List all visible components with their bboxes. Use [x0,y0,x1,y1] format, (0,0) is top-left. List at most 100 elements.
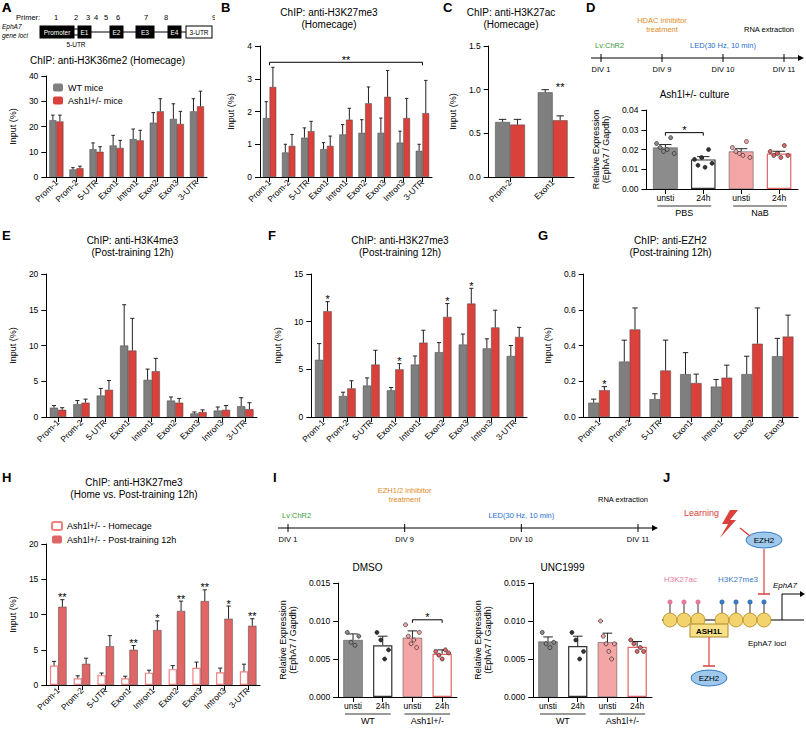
svg-text:Prom-1: Prom-1 [576,417,603,444]
svg-text:Prom-1: Prom-1 [35,685,62,712]
svg-text:Intron3: Intron3 [200,417,226,443]
svg-text:unsti: unsti [732,193,750,203]
svg-text:(Post-training 12h): (Post-training 12h) [359,247,441,258]
svg-text:DIV 10: DIV 10 [510,535,533,544]
svg-text:3: 3 [247,74,252,84]
svg-text:unsti: unsti [598,701,616,711]
svg-text:Exon2: Exon2 [156,685,180,709]
svg-text:Exon2: Exon2 [345,177,369,201]
svg-text:NaB: NaB [751,208,769,218]
svg-text:Ash1l+/-: Ash1l+/- [606,716,639,726]
svg-text:LED(30 Hz, 10 min): LED(30 Hz, 10 min) [488,511,554,520]
svg-text:0.0: 0.0 [469,172,481,182]
svg-text:Ash1l+/- - Homecage: Ash1l+/- - Homecage [67,521,152,531]
svg-text:5-UTR: 5-UTR [287,177,312,202]
svg-text:24h: 24h [435,701,449,711]
svg-text:(Post-training 12h): (Post-training 12h) [629,247,711,258]
svg-text:Exon3: Exon3 [156,177,180,201]
svg-text:*: * [397,355,402,367]
svg-text:4: 4 [94,13,98,22]
svg-text:treatment: treatment [646,25,679,34]
svg-text:3-UTR: 3-UTR [227,685,252,710]
svg-text:1.0: 1.0 [469,85,481,95]
svg-text:5-UTR: 5-UTR [350,417,375,442]
svg-text:ASH1L: ASH1L [696,627,722,636]
svg-text:WT: WT [361,716,375,726]
svg-text:EphA7: EphA7 [2,23,22,31]
svg-text:2: 2 [247,107,252,117]
svg-text:24h: 24h [630,701,644,711]
svg-text:ChIP: anti-H3K36me2 (Homecage): ChIP: anti-H3K36me2 (Homecage) [30,55,185,66]
svg-text:WT mice: WT mice [68,83,103,93]
svg-text:0: 0 [299,412,304,422]
svg-text:10: 10 [29,610,39,620]
svg-text:Lv:ChR2: Lv:ChR2 [595,41,624,50]
svg-text:0.02: 0.02 [622,145,639,155]
svg-text:E1: E1 [81,29,89,36]
svg-text:**: ** [342,54,351,66]
svg-text:Prom-2: Prom-2 [265,177,292,204]
svg-text:(Homecage): (Homecage) [301,19,356,30]
svg-text:Input (%): Input (%) [226,93,236,130]
svg-text:WT: WT [556,716,570,726]
svg-text:*: * [469,280,474,292]
svg-text:10: 10 [29,341,39,351]
svg-text:unsti: unsti [539,701,557,711]
svg-text:EphA7 loci: EphA7 loci [748,639,786,648]
svg-text:0.000: 0.000 [309,692,331,702]
svg-text:EZH2: EZH2 [699,674,720,683]
svg-text:LED(30 Hz, 10 min): LED(30 Hz, 10 min) [690,41,756,50]
svg-text:Prom-2: Prom-2 [58,417,85,444]
svg-text:5: 5 [299,364,304,374]
svg-text:*: * [682,124,687,136]
svg-text:1.5: 1.5 [469,41,481,51]
svg-text:Prom-2: Prom-2 [606,417,633,444]
svg-text:Promoter: Promoter [44,29,72,36]
svg-text:RNA extraction: RNA extraction [744,25,794,34]
svg-text:24h: 24h [772,193,786,203]
svg-text:unsti: unsti [403,701,421,711]
svg-text:PBS: PBS [675,208,693,218]
svg-text:24h: 24h [571,701,585,711]
svg-text:0.8: 0.8 [564,269,576,279]
svg-text:gene loci: gene loci [2,32,29,40]
svg-text:(EphA7 / Gapdh): (EphA7 / Gapdh) [483,606,493,674]
svg-text:0.010: 0.010 [504,616,526,626]
svg-text:Prom-2: Prom-2 [59,685,86,712]
svg-text:24h: 24h [696,193,710,203]
svg-text:20: 20 [29,269,39,279]
svg-text:20: 20 [29,539,39,549]
svg-text:Relative Expression: Relative Expression [473,600,483,680]
svg-text:8: 8 [164,13,168,22]
svg-text:Primer:: Primer: [16,13,40,22]
svg-text:0.6: 0.6 [564,305,576,315]
svg-text:Relative Expression: Relative Expression [591,110,601,190]
svg-text:0.015: 0.015 [309,578,331,588]
svg-text:0: 0 [247,172,252,182]
svg-text:Ash1l+/- culture: Ash1l+/- culture [660,89,730,100]
svg-text:Intron3: Intron3 [202,685,228,711]
svg-text:30: 30 [29,96,39,106]
svg-text:H3K27ac: H3K27ac [664,575,697,584]
svg-text:Prom-2: Prom-2 [324,417,351,444]
svg-text:Exon1: Exon1 [532,177,556,201]
svg-text:5-UTR: 5-UTR [66,41,85,48]
svg-text:Exon3: Exon3 [178,417,202,441]
svg-text:Input (%): Input (%) [543,327,553,364]
svg-text:24h: 24h [376,701,390,711]
svg-text:Exon1: Exon1 [670,417,694,441]
svg-text:E2: E2 [113,29,121,36]
svg-text:Ash1l+/- mice: Ash1l+/- mice [68,96,123,106]
svg-text:E3: E3 [141,29,149,36]
svg-text:5: 5 [34,376,39,386]
svg-text:40: 40 [29,71,39,81]
svg-text:treatment: treatment [389,495,422,504]
svg-text:(EphA7 / Gapdh): (EphA7 / Gapdh) [601,116,611,184]
svg-text:Prom-1: Prom-1 [35,417,62,444]
svg-text:DIV 1: DIV 1 [279,535,298,544]
svg-text:H3K27me3: H3K27me3 [718,575,759,584]
svg-text:ChIP: anti-H3K4me3: ChIP: anti-H3K4me3 [87,235,179,246]
svg-text:Intron1: Intron1 [114,177,140,203]
svg-text:4: 4 [247,41,252,51]
svg-text:15: 15 [294,269,304,279]
